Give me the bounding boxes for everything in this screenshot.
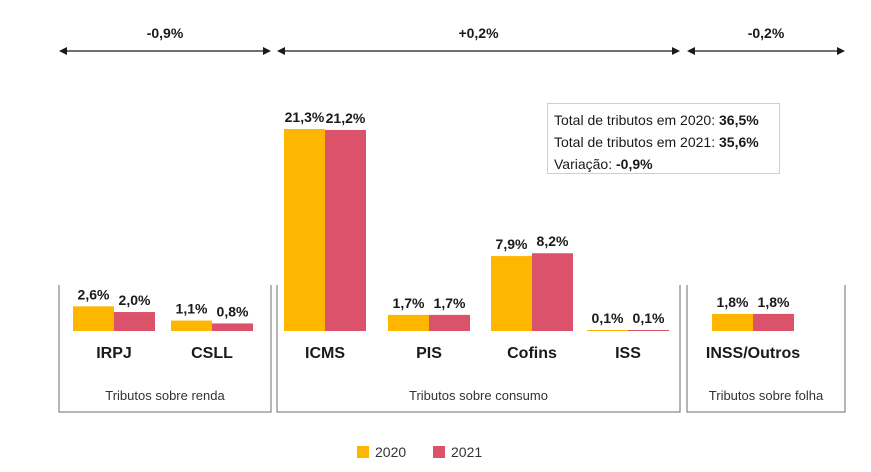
info-line-2021: Total de tributos em 2021: 35,6% xyxy=(554,134,759,150)
category-label-icms: ICMS xyxy=(305,345,345,362)
bar-pis-2020 xyxy=(388,314,429,331)
group-bracket-1 xyxy=(58,285,272,413)
category-label-iss: ISS xyxy=(615,345,641,362)
arrowhead-left-icon xyxy=(687,47,695,55)
bar-csll-2021 xyxy=(212,323,253,331)
group-bracket-2 xyxy=(276,285,681,413)
value-label-irpj-2021: 2,0% xyxy=(119,292,151,308)
variation-label-1: -0,9% xyxy=(147,25,184,41)
variation-label-3: -0,2% xyxy=(748,25,785,41)
value-label-cofins-2020: 7,9% xyxy=(496,236,528,252)
bar-csll-2020 xyxy=(171,320,212,331)
category-label-cofins: Cofins xyxy=(507,345,557,362)
legend-label-2021: 2021 xyxy=(451,444,482,460)
value-label-pis-2020: 1,7% xyxy=(393,295,425,311)
arrowhead-right-icon xyxy=(837,47,845,55)
variation-arrows: -0,9% +0,2% -0,2% xyxy=(59,25,845,55)
arrowhead-left-icon xyxy=(277,47,285,55)
group-bracket-3 xyxy=(686,285,846,413)
bar-irpj-2021 xyxy=(114,312,155,331)
category-label-csll: CSLL xyxy=(191,345,233,362)
bars-layer: 2,6% 2,0% IRPJ 1,1% 0,8% CSLL 21,3% 21,2% ICMS 1,… xyxy=(73,109,800,362)
bar-iss-2021 xyxy=(628,330,669,331)
group-brackets: Tributos sobre renda Tributos sobre consu… xyxy=(58,285,846,413)
value-label-iss-2020: 0,1% xyxy=(592,310,624,326)
category-label-irpj: IRPJ xyxy=(96,345,132,362)
group-label-1: Tributos sobre renda xyxy=(105,388,225,403)
info-line-2020: Total de tributos em 2020: 36,5% xyxy=(554,112,759,128)
group-label-2: Tributos sobre consumo xyxy=(409,388,548,403)
bar-inss-outros-2021 xyxy=(753,313,794,331)
category-label-inss-outros: INSS/Outros xyxy=(706,345,800,362)
bar-pis-2021 xyxy=(429,314,470,331)
group-label-3: Tributos sobre folha xyxy=(709,388,824,403)
value-label-icms-2021: 21,2% xyxy=(326,110,366,126)
value-label-inss-outros-2020: 1,8% xyxy=(717,294,749,310)
arrowhead-left-icon xyxy=(59,47,67,55)
bar-inss-outros-2020 xyxy=(712,313,753,331)
value-label-pis-2021: 1,7% xyxy=(434,295,466,311)
legend-swatch-2021 xyxy=(433,446,445,458)
value-label-csll-2020: 1,1% xyxy=(176,301,208,317)
value-label-iss-2021: 0,1% xyxy=(633,310,665,326)
value-label-irpj-2020: 2,6% xyxy=(78,286,110,302)
legend: 2020 2021 xyxy=(357,444,482,460)
value-label-icms-2020: 21,3% xyxy=(285,109,325,125)
arrowhead-right-icon xyxy=(263,47,271,55)
bar-cofins-2020 xyxy=(491,256,532,331)
value-label-inss-outros-2021: 1,8% xyxy=(758,294,790,310)
totals-info-box: Total de tributos em 2020: 36,5% Total d… xyxy=(547,103,780,174)
legend-label-2020: 2020 xyxy=(375,444,406,460)
value-label-csll-2021: 0,8% xyxy=(217,303,249,319)
info-line-variation: Variação: -0,9% xyxy=(554,156,653,172)
arrowhead-right-icon xyxy=(672,47,680,55)
bar-cofins-2021 xyxy=(532,253,573,331)
bar-iss-2020 xyxy=(587,330,628,331)
value-label-cofins-2021: 8,2% xyxy=(537,233,569,249)
bar-icms-2020 xyxy=(284,129,325,331)
bar-icms-2021 xyxy=(325,129,366,331)
variation-label-2: +0,2% xyxy=(458,25,499,41)
bar-irpj-2020 xyxy=(73,306,114,331)
category-label-pis: PIS xyxy=(416,345,442,362)
legend-swatch-2020 xyxy=(357,446,369,458)
